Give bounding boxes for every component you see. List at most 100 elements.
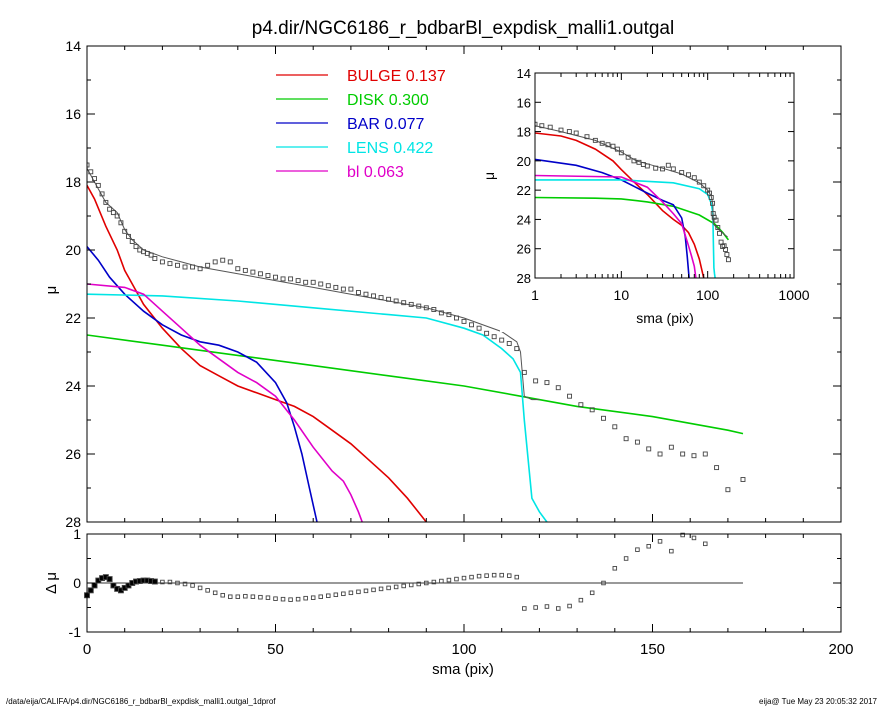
inset-data-point <box>708 195 714 200</box>
residual-point <box>243 593 248 599</box>
residual-point <box>265 595 271 600</box>
inset-data-point <box>686 172 691 178</box>
inset-data-point <box>625 154 631 160</box>
footer-path: /data/eija/CALIFA/p4.dir/NGC6186_r_bdbar… <box>6 697 276 706</box>
main-data-point <box>601 415 606 421</box>
residual-xtick-label: 150 <box>640 641 665 658</box>
residual-point <box>431 579 437 585</box>
main-ytick-label: 18 <box>65 174 81 190</box>
main-data-point <box>110 210 116 216</box>
inset-frame <box>534 72 795 279</box>
main-data-point <box>88 169 94 175</box>
inset-data-point <box>713 217 719 223</box>
main-data-point <box>725 487 731 493</box>
residual-point <box>506 573 512 578</box>
residual-point <box>386 585 391 591</box>
residual-point <box>363 588 369 594</box>
inset-ytick-label: 16 <box>517 95 531 110</box>
inset-data-point <box>717 230 722 236</box>
main-data-point <box>371 293 376 299</box>
residual-point <box>182 581 188 587</box>
main-data-point <box>416 303 422 309</box>
main-ytick-label: 26 <box>65 446 81 462</box>
residual-point <box>657 539 663 544</box>
residual-point <box>439 578 444 584</box>
main-data-point <box>167 261 173 267</box>
main-data-point <box>190 264 196 270</box>
main-data-point <box>668 444 674 450</box>
inset-ylabel: μ <box>481 172 497 180</box>
main-data-point <box>446 312 452 318</box>
residual-point <box>190 583 195 588</box>
residual-point <box>491 572 497 578</box>
main-data-point <box>438 310 444 316</box>
residual-point <box>469 574 474 580</box>
inset-data-point <box>610 143 616 149</box>
inset-data-point <box>701 183 707 189</box>
main-data-point <box>431 307 437 312</box>
main-data-point <box>469 322 474 328</box>
main-data-point <box>182 264 188 270</box>
inset-data-point <box>720 244 726 249</box>
main-series-lens <box>87 293 548 522</box>
residual-point <box>514 574 520 580</box>
residual-point <box>197 585 203 591</box>
main-data-point <box>533 378 539 384</box>
inset-data-point <box>535 121 538 127</box>
main-data-point <box>340 286 346 292</box>
residual-point <box>533 605 538 610</box>
residual-point <box>310 595 316 600</box>
residual-point <box>228 594 233 599</box>
main-data-point <box>363 291 369 297</box>
main-series-bulge <box>87 185 427 522</box>
inset-series-lens <box>535 179 716 278</box>
main-data-point <box>408 301 414 307</box>
inset-data-point <box>696 179 702 185</box>
main-data-point <box>348 286 354 292</box>
inset-data-point <box>614 146 620 152</box>
residual-point <box>378 586 384 592</box>
residual-point <box>205 588 210 593</box>
main-data-point <box>95 182 101 188</box>
residual-xtick-label: 0 <box>83 641 91 658</box>
main-data-point <box>612 424 618 430</box>
residual-xlabel: sma (pix) <box>432 661 494 678</box>
inset-series-bulge <box>535 132 705 278</box>
main-data-point <box>555 385 561 391</box>
residual-point <box>295 596 301 602</box>
inset-data-point <box>660 166 665 172</box>
residual-xtick-label: 50 <box>267 641 284 658</box>
residual-point <box>446 577 452 583</box>
main-data-point <box>273 274 278 280</box>
legend-label-bar: BAR 0.077 <box>347 116 424 133</box>
main-data-point <box>461 318 467 324</box>
main-data-point <box>702 451 708 457</box>
inset-ytick-label: 26 <box>517 242 531 257</box>
residual-point <box>499 572 504 578</box>
residual-point <box>303 595 308 601</box>
main-data-point <box>646 446 652 452</box>
inset-ytick-label: 22 <box>517 183 531 198</box>
residual-ytick-label: 0 <box>73 575 81 591</box>
main-data-point <box>242 267 248 273</box>
inset-data-point <box>547 124 553 130</box>
main-data-point <box>401 300 407 306</box>
main-data-point <box>205 262 211 268</box>
main-data-point <box>152 256 158 261</box>
legend-label-lens: LENS 0.422 <box>347 140 433 157</box>
residual-point <box>646 544 651 549</box>
residual-point <box>326 593 331 598</box>
inset-data-point <box>566 129 572 135</box>
main-data-point <box>499 337 505 343</box>
main-data-point <box>657 451 663 457</box>
residual-point <box>454 576 459 582</box>
residual-point <box>393 584 399 590</box>
main-data-point <box>476 325 482 331</box>
main-data-point <box>265 273 271 278</box>
residual-ytick-label: -1 <box>69 624 82 640</box>
footer-timestamp: eija@ Tue May 23 20:05:32 2017 <box>759 697 877 706</box>
main-data-point <box>333 284 339 290</box>
inset-data-point <box>723 246 728 252</box>
inset-ytick-label: 14 <box>517 66 531 81</box>
